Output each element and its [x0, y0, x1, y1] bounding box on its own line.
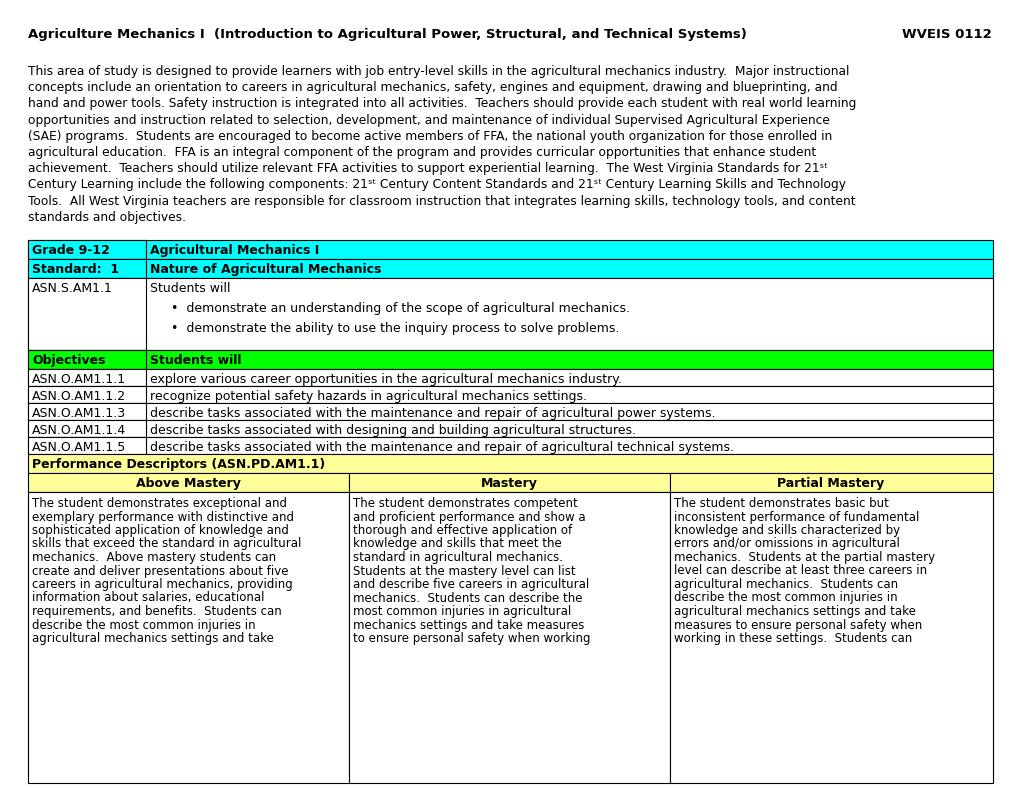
Text: agricultural mechanics settings and take: agricultural mechanics settings and take — [674, 605, 915, 618]
Text: Students at the mastery level can list: Students at the mastery level can list — [353, 564, 575, 578]
Text: explore various career opportunities in the agricultural mechanics industry.: explore various career opportunities in … — [150, 373, 622, 386]
Text: •  demonstrate an understanding of the scope of agricultural mechanics.: • demonstrate an understanding of the sc… — [171, 302, 630, 315]
Text: level can describe at least three careers in: level can describe at least three career… — [674, 564, 926, 578]
Text: careers in agricultural mechanics, providing: careers in agricultural mechanics, provi… — [32, 578, 292, 591]
Text: agricultural mechanics settings and take: agricultural mechanics settings and take — [32, 632, 274, 645]
Text: Partial Mastery: Partial Mastery — [776, 477, 883, 490]
Text: sophisticated application of knowledge and: sophisticated application of knowledge a… — [32, 524, 288, 537]
Bar — [669, 492, 993, 783]
Bar — [28, 386, 146, 403]
Text: Objectives: Objectives — [32, 354, 105, 367]
Text: Nature of Agricultural Mechanics: Nature of Agricultural Mechanics — [150, 263, 381, 276]
Text: This area of study is designed to provide learners with job entry-level skills i: This area of study is designed to provid… — [28, 65, 849, 78]
Text: describe tasks associated with designing and building agricultural structures.: describe tasks associated with designing… — [150, 424, 636, 437]
Bar — [28, 369, 993, 386]
Text: Grade 9-12: Grade 9-12 — [32, 244, 110, 257]
Text: inconsistent performance of fundamental: inconsistent performance of fundamental — [674, 511, 918, 523]
Text: •  demonstrate the ability to use the inquiry process to solve problems.: • demonstrate the ability to use the inq… — [171, 322, 619, 335]
Text: mechanics.  Students at the partial mastery: mechanics. Students at the partial maste… — [674, 551, 934, 564]
Bar — [28, 240, 146, 259]
Text: ASN.O.AM1.1.3: ASN.O.AM1.1.3 — [32, 407, 126, 420]
Text: describe the most common injuries in: describe the most common injuries in — [32, 619, 256, 631]
Text: to ensure personal safety when working: to ensure personal safety when working — [353, 632, 590, 645]
Text: describe tasks associated with the maintenance and repair of agricultural techni: describe tasks associated with the maint… — [150, 441, 734, 454]
Text: standard in agricultural mechanics.: standard in agricultural mechanics. — [353, 551, 562, 564]
Text: knowledge and skills characterized by: knowledge and skills characterized by — [674, 524, 899, 537]
Bar — [348, 473, 669, 492]
Text: Students will: Students will — [150, 354, 242, 367]
Text: achievement.  Teachers should utilize relevant FFA activities to support experie: achievement. Teachers should utilize rel… — [28, 162, 827, 175]
Text: concepts include an orientation to careers in agricultural mechanics, safety, en: concepts include an orientation to caree… — [28, 81, 837, 95]
Text: Century Learning include the following components: 21ˢᵗ Century Content Standard: Century Learning include the following c… — [28, 178, 845, 191]
Text: ASN.O.AM1.1.4: ASN.O.AM1.1.4 — [32, 424, 126, 437]
Bar — [28, 403, 993, 420]
Text: mechanics.  Students can describe the: mechanics. Students can describe the — [353, 592, 582, 604]
Text: thorough and effective application of: thorough and effective application of — [353, 524, 572, 537]
Text: ASN.O.AM1.1.2: ASN.O.AM1.1.2 — [32, 390, 126, 403]
Text: knowledge and skills that meet the: knowledge and skills that meet the — [353, 537, 561, 551]
Text: errors and/or omissions in agricultural: errors and/or omissions in agricultural — [674, 537, 899, 551]
Bar — [28, 437, 146, 454]
Text: Standard:  1: Standard: 1 — [32, 263, 119, 276]
Text: Students will: Students will — [150, 282, 230, 295]
Bar — [28, 259, 146, 278]
Text: ASN.O.AM1.1.1: ASN.O.AM1.1.1 — [32, 373, 126, 386]
Text: describe the most common injuries in: describe the most common injuries in — [674, 592, 897, 604]
Text: Mastery: Mastery — [480, 477, 537, 490]
Text: information about salaries, educational: information about salaries, educational — [32, 592, 264, 604]
Text: and describe five careers in agricultural: and describe five careers in agricultura… — [353, 578, 589, 591]
Text: most common injuries in agricultural: most common injuries in agricultural — [353, 605, 571, 618]
Bar — [28, 473, 348, 492]
Text: standards and objectives.: standards and objectives. — [28, 211, 185, 224]
Bar — [669, 473, 993, 492]
Text: mechanics settings and take measures: mechanics settings and take measures — [353, 619, 584, 631]
Bar — [28, 454, 993, 473]
Bar — [28, 369, 146, 386]
Text: The student demonstrates exceptional and: The student demonstrates exceptional and — [32, 497, 286, 510]
Text: skills that exceed the standard in agricultural: skills that exceed the standard in agric… — [32, 537, 301, 551]
Text: measures to ensure personal safety when: measures to ensure personal safety when — [674, 619, 921, 631]
Text: The student demonstrates competent: The student demonstrates competent — [353, 497, 577, 510]
Bar — [28, 350, 993, 369]
Text: (SAE) programs.  Students are encouraged to become active members of FFA, the na: (SAE) programs. Students are encouraged … — [28, 130, 832, 143]
Text: mechanics.  Above mastery students can: mechanics. Above mastery students can — [32, 551, 276, 564]
Text: Performance Descriptors (ASN.PD.AM1.1): Performance Descriptors (ASN.PD.AM1.1) — [32, 458, 325, 471]
Bar — [28, 386, 993, 403]
Text: Agriculture Mechanics I  (Introduction to Agricultural Power, Structural, and Te: Agriculture Mechanics I (Introduction to… — [28, 28, 746, 41]
Text: describe tasks associated with the maintenance and repair of agricultural power : describe tasks associated with the maint… — [150, 407, 714, 420]
Text: Agricultural Mechanics I: Agricultural Mechanics I — [150, 244, 319, 257]
Text: Above Mastery: Above Mastery — [136, 477, 240, 490]
Text: requirements, and benefits.  Students can: requirements, and benefits. Students can — [32, 605, 281, 618]
Bar — [28, 403, 146, 420]
Bar — [348, 492, 669, 783]
Text: exemplary performance with distinctive and: exemplary performance with distinctive a… — [32, 511, 293, 523]
Bar — [28, 420, 146, 437]
Text: ASN.S.AM1.1: ASN.S.AM1.1 — [32, 282, 113, 295]
Text: opportunities and instruction related to selection, development, and maintenance: opportunities and instruction related to… — [28, 113, 829, 127]
Text: recognize potential safety hazards in agricultural mechanics settings.: recognize potential safety hazards in ag… — [150, 390, 586, 403]
Bar — [28, 259, 993, 278]
Text: create and deliver presentations about five: create and deliver presentations about f… — [32, 564, 288, 578]
Text: agricultural education.  FFA is an integral component of the program and provide: agricultural education. FFA is an integr… — [28, 146, 815, 159]
Text: Tools.  All West Virginia teachers are responsible for classroom instruction tha: Tools. All West Virginia teachers are re… — [28, 195, 855, 207]
Bar — [28, 420, 993, 437]
Text: working in these settings.  Students can: working in these settings. Students can — [674, 632, 911, 645]
Text: WVEIS 0112: WVEIS 0112 — [902, 28, 991, 41]
Text: ASN.O.AM1.1.5: ASN.O.AM1.1.5 — [32, 441, 126, 454]
Bar — [28, 278, 993, 350]
Bar — [28, 492, 348, 783]
Text: and proficient performance and show a: and proficient performance and show a — [353, 511, 585, 523]
Bar — [28, 437, 993, 454]
Bar — [28, 278, 146, 350]
Text: agricultural mechanics.  Students can: agricultural mechanics. Students can — [674, 578, 898, 591]
Text: hand and power tools. Safety instruction is integrated into all activities.  Tea: hand and power tools. Safety instruction… — [28, 98, 856, 110]
Bar — [28, 350, 146, 369]
Bar — [28, 240, 993, 259]
Text: The student demonstrates basic but: The student demonstrates basic but — [674, 497, 888, 510]
